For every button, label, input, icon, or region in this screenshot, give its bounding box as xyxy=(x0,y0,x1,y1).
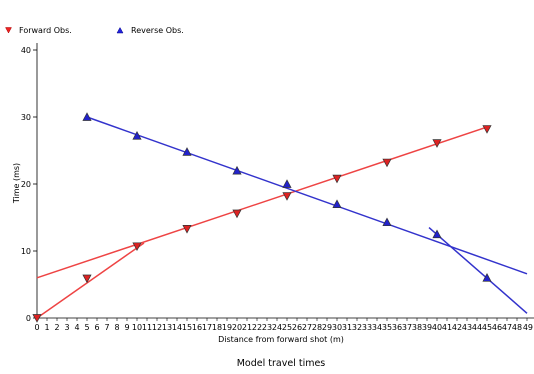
x-tick-label: 26 xyxy=(292,323,302,332)
x-tick-label: 41 xyxy=(442,323,452,332)
x-tick-label: 31 xyxy=(342,323,352,332)
data-points xyxy=(32,112,492,323)
x-tick-label: 48 xyxy=(512,323,522,332)
x-tick-label: 32 xyxy=(352,323,362,332)
x-tick-label: 15 xyxy=(182,323,192,332)
forward-obs-point xyxy=(382,158,392,168)
x-tick-label: 19 xyxy=(222,323,232,332)
x-tick-label: 49 xyxy=(523,323,533,332)
x-tick-label: 5 xyxy=(84,323,89,332)
chart-caption: Model travel times xyxy=(237,358,326,369)
x-tick-label: 13 xyxy=(162,323,172,332)
x-tick-label: 9 xyxy=(124,323,129,332)
forward-obs-point xyxy=(482,125,492,134)
reverse-obs-point xyxy=(282,179,292,188)
x-tick-label: 46 xyxy=(492,323,502,332)
x-tick-label: 40 xyxy=(432,323,442,332)
x-tick-label: 39 xyxy=(422,323,432,332)
x-tick-label: 7 xyxy=(104,323,109,332)
x-tick-label: 37 xyxy=(402,323,412,332)
reverse-obs-point xyxy=(182,147,192,156)
reverse-obs-point xyxy=(482,273,492,282)
x-tick-label: 30 xyxy=(332,323,342,332)
legend-marker-reverse xyxy=(116,26,124,34)
x-ticks: 0 1 2 3 4 5 6 7 8 9 10 11 12 13 14 15 16 17 18 19 20 21 22 23 24… xyxy=(34,318,533,332)
x-tick-label: 16 xyxy=(192,323,202,332)
model-lines xyxy=(36,116,528,319)
model-line-2 xyxy=(86,116,528,275)
x-tick-label: 12 xyxy=(152,323,162,332)
legend: Forward Obs. Reverse Obs. xyxy=(5,26,184,35)
reverse-obs-point xyxy=(232,165,242,175)
legend-label-forward: Forward Obs. xyxy=(19,26,72,35)
x-tick-label: 6 xyxy=(94,323,99,332)
x-axis-title: Distance from forward shot (m) xyxy=(218,335,344,344)
forward-obs-point xyxy=(432,139,442,148)
y-tick-label: 10 xyxy=(21,247,31,256)
reverse-obs-point xyxy=(382,217,392,227)
forward-obs-point xyxy=(232,209,242,219)
forward-obs-point xyxy=(32,314,42,323)
x-tick-label: 22 xyxy=(252,323,262,332)
forward-obs-point xyxy=(82,274,92,284)
x-tick-label: 3 xyxy=(64,323,69,332)
model-line-3 xyxy=(428,226,528,314)
x-tick-label: 47 xyxy=(502,323,512,332)
x-tick-label: 10 xyxy=(132,323,142,332)
x-tick-label: 45 xyxy=(482,323,492,332)
legend-marker-forward xyxy=(5,27,12,34)
y-tick-label: 40 xyxy=(21,46,31,55)
x-tick-label: 36 xyxy=(392,323,402,332)
y-ticks: 0 10 20 30 40 xyxy=(21,46,37,323)
x-tick-label: 25 xyxy=(282,323,292,332)
y-tick-label: 30 xyxy=(21,113,31,122)
x-tick-label: 17 xyxy=(202,323,212,332)
x-tick-label: 42 xyxy=(452,323,462,332)
x-tick-label: 27 xyxy=(302,323,312,332)
x-tick-label: 21 xyxy=(242,323,252,332)
forward-obs-point xyxy=(332,174,342,184)
y-tick-label: 0 xyxy=(26,314,31,323)
model-line-1 xyxy=(36,126,488,279)
x-tick-label: 2 xyxy=(54,323,59,332)
x-tick-label: 11 xyxy=(142,323,152,332)
x-tick-label: 1 xyxy=(44,323,49,332)
model-line-0 xyxy=(36,242,145,319)
x-tick-label: 43 xyxy=(462,323,472,332)
x-tick-label: 38 xyxy=(412,323,422,332)
x-tick-label: 0 xyxy=(34,323,39,332)
x-tick-label: 24 xyxy=(272,323,282,332)
x-tick-label: 44 xyxy=(472,323,482,332)
x-tick-label: 35 xyxy=(382,323,392,332)
forward-obs-point xyxy=(182,225,192,234)
reverse-obs-point xyxy=(332,199,342,208)
x-tick-label: 28 xyxy=(312,323,322,332)
forward-obs-point xyxy=(132,242,142,252)
x-tick-label: 20 xyxy=(232,323,242,332)
reverse-obs-point xyxy=(82,112,92,121)
x-tick-label: 33 xyxy=(362,323,372,332)
x-tick-label: 29 xyxy=(322,323,332,332)
x-tick-label: 18 xyxy=(212,323,222,332)
forward-obs-point xyxy=(282,192,292,201)
reverse-obs-point xyxy=(432,229,442,239)
x-tick-label: 14 xyxy=(172,323,182,332)
reverse-obs-point xyxy=(132,131,142,140)
x-tick-label: 34 xyxy=(372,323,382,332)
x-tick-label: 4 xyxy=(74,323,79,332)
x-tick-label: 8 xyxy=(114,323,119,332)
x-tick-label: 23 xyxy=(262,323,272,332)
y-tick-label: 20 xyxy=(21,180,31,189)
y-axis-title: Time (ms) xyxy=(12,163,21,204)
legend-label-reverse: Reverse Obs. xyxy=(131,26,184,35)
